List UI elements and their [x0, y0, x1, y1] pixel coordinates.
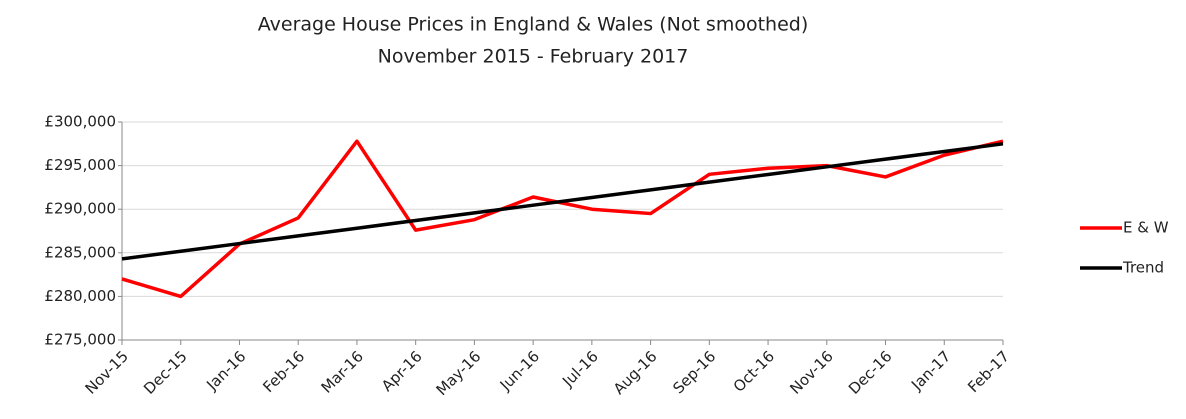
- chart-subtitle: November 2015 - February 2017: [378, 46, 689, 68]
- x-tick-label: Mar-16: [318, 347, 367, 396]
- x-tick-label: Sep-16: [669, 347, 719, 397]
- y-tick-label: £275,000: [44, 331, 116, 349]
- series-line: [121, 142, 1004, 261]
- legend-label: E & W: [1123, 219, 1169, 237]
- x-tick-label: Jan-17: [907, 347, 954, 394]
- x-tick-label: Jul-16: [558, 347, 602, 391]
- y-tick-label: £295,000: [44, 156, 116, 174]
- y-tick-label: £280,000: [44, 287, 116, 305]
- y-tick-label: £290,000: [44, 200, 116, 218]
- x-tick-label: Feb-17: [964, 347, 1013, 396]
- x-tick-label: Dec-15: [140, 347, 191, 398]
- x-tick-label: Nov-15: [82, 347, 132, 397]
- x-tick-label: Aug-16: [610, 347, 661, 398]
- x-tick-label: Dec-16: [845, 347, 896, 398]
- x-tick-label: Jun-16: [496, 347, 543, 394]
- legend-label: Trend: [1122, 259, 1164, 277]
- x-tick-label: Feb-16: [259, 347, 308, 396]
- x-tick-label: Apr-16: [378, 347, 426, 395]
- x-tick-label: Oct-16: [730, 347, 778, 395]
- x-tick-label: Nov-16: [786, 347, 836, 397]
- y-tick-label: £300,000: [44, 113, 116, 131]
- y-tick-label: £285,000: [44, 243, 116, 261]
- x-tick-label: Jan-16: [202, 347, 249, 394]
- series-line: [121, 139, 1004, 299]
- x-tick-label: May-16: [433, 347, 485, 399]
- chart-title: Average House Prices in England & Wales …: [258, 14, 809, 36]
